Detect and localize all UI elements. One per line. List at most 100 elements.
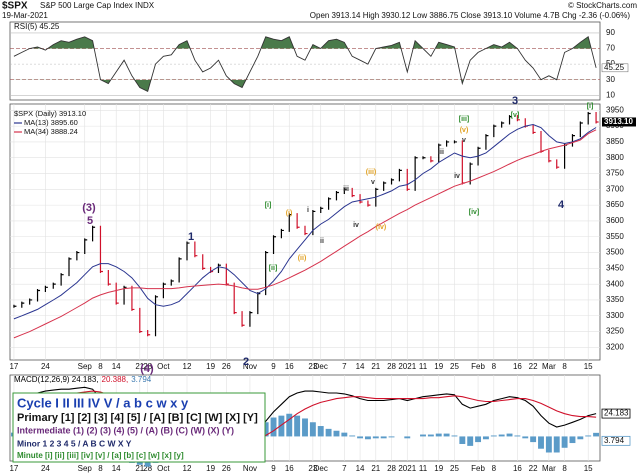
price-bar xyxy=(343,187,347,194)
price-bar xyxy=(296,213,300,229)
x-tick-label: 19 xyxy=(206,464,215,473)
price-bar xyxy=(280,228,284,239)
price-bar xyxy=(587,111,591,125)
wave-label: 4 xyxy=(558,199,565,211)
price-bar xyxy=(501,121,505,128)
rsi-tick-label: 10 xyxy=(606,90,615,99)
price-bar xyxy=(304,225,308,236)
price-bar xyxy=(390,178,395,185)
symbol-name: S&P 500 Large Cap Index INDX xyxy=(40,1,155,10)
macd-histogram-bar xyxy=(482,436,489,440)
macd-histogram-bar xyxy=(341,432,348,437)
price-bar xyxy=(29,298,33,305)
wave-label: [ii] xyxy=(269,265,278,272)
y-tick-label: 3550 xyxy=(606,232,624,241)
macd-histogram-bar xyxy=(294,415,301,437)
wave-label: (v) xyxy=(460,127,469,134)
macd-histogram-bar xyxy=(372,436,379,439)
x-tick-label: 12 xyxy=(183,464,192,473)
price-bar xyxy=(422,156,426,160)
y-tick-label: 3200 xyxy=(606,342,624,351)
x-tick-label: 24 xyxy=(41,362,50,371)
macd-histogram-bar xyxy=(569,436,576,444)
x-tick-label: 2021 xyxy=(398,464,416,473)
rsi-overbought-fill xyxy=(13,36,597,49)
x-tick-label: 7 xyxy=(342,464,347,473)
price-bar xyxy=(44,285,48,292)
macd-histogram-bar xyxy=(443,433,450,437)
macd-legend: 3.794 xyxy=(131,375,152,384)
x-tick-label: 14 xyxy=(112,362,121,371)
y-tick-label: 3600 xyxy=(606,216,624,225)
price-bar xyxy=(194,241,198,258)
rsi-panel xyxy=(9,21,601,101)
macd-histogram-bar xyxy=(593,432,600,437)
price-bar xyxy=(485,134,489,150)
y-tick-label: 3450 xyxy=(606,263,624,272)
y-tick-label: 3350 xyxy=(606,295,624,304)
rsi-tick-label: 30 xyxy=(606,75,615,84)
price-bar xyxy=(68,257,72,277)
price-bar xyxy=(556,159,560,169)
macd-histogram-bar xyxy=(451,435,458,437)
x-tick-label: 19 xyxy=(434,362,443,371)
price-bar xyxy=(233,282,237,315)
wave-label: 3 xyxy=(512,95,518,107)
moving-average-line xyxy=(13,123,597,320)
x-tick-label: Oct xyxy=(157,464,170,473)
price-bar xyxy=(178,257,182,283)
x-tick-label: 21 xyxy=(135,362,144,371)
price-bar xyxy=(131,285,135,311)
y-tick-label: 3500 xyxy=(606,248,624,257)
rsi-oversold-fill xyxy=(100,79,464,92)
x-tick-label: 16 xyxy=(513,362,522,371)
x-tick-label: 8 xyxy=(562,362,567,371)
macd-histogram-bar xyxy=(317,426,324,437)
price-bar xyxy=(272,235,277,255)
x-tick-label: 28 xyxy=(387,362,396,371)
y-tick-label: 3650 xyxy=(606,200,624,209)
price-bar xyxy=(453,140,457,144)
wave-label: 5 xyxy=(87,215,93,227)
price-bar xyxy=(107,270,111,286)
wave-legend-line: Cycle I II III IV V / a b c w x y xyxy=(17,395,189,410)
last-price-label: 3913.10 xyxy=(604,117,633,126)
macd-histogram-bar xyxy=(286,413,293,437)
wave-label: ii xyxy=(320,238,324,245)
price-bar xyxy=(84,238,88,255)
x-tick-label: 11 xyxy=(419,464,428,473)
x-tick-label: 26 xyxy=(222,362,231,371)
macd-histogram-bar xyxy=(561,436,568,448)
x-tick-label: Oct xyxy=(157,362,170,371)
price-bar xyxy=(414,156,418,191)
x-tick-label: Feb xyxy=(471,362,485,371)
x-tick-label: 23 xyxy=(308,464,317,473)
rsi-last-box xyxy=(601,63,629,73)
wave-label: [i] xyxy=(265,202,272,209)
x-tick-label: Mar xyxy=(542,362,556,371)
wave-label: (iii) xyxy=(366,169,377,176)
price-bar xyxy=(60,273,64,286)
moving-average-line xyxy=(13,129,597,339)
price-bar xyxy=(516,115,520,122)
price-bar xyxy=(241,311,245,327)
wave-label: v xyxy=(371,179,375,186)
wave-legend-line: Primary [1] [2] [3] [4] [5] / [A] [B] [C… xyxy=(17,412,258,424)
price-bar xyxy=(76,251,80,261)
x-tick-label: 14 xyxy=(356,362,365,371)
wave-label: 2 xyxy=(243,356,249,368)
y-tick-label: 3800 xyxy=(606,153,624,162)
x-tick-label: 17 xyxy=(9,464,18,473)
price-bar xyxy=(162,282,166,299)
x-tick-label: 16 xyxy=(285,362,294,371)
macd-histogram-bar xyxy=(498,434,505,437)
wave-label: [v] xyxy=(511,112,520,119)
wave-label: iii xyxy=(343,186,349,193)
macd-histogram-bar xyxy=(490,435,497,437)
x-tick-label: Dec xyxy=(314,464,328,473)
x-tick-label: 21 xyxy=(135,464,144,473)
y-tick-label: 3250 xyxy=(606,327,624,336)
price-bar xyxy=(571,134,575,147)
wave-label: (3) xyxy=(82,202,96,214)
macd-last-box xyxy=(601,435,631,446)
